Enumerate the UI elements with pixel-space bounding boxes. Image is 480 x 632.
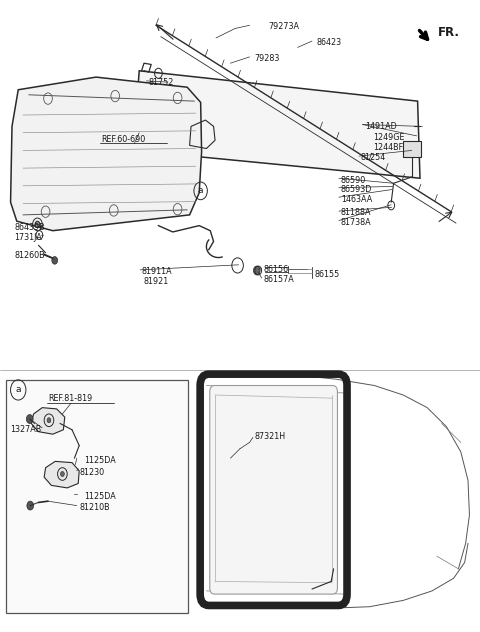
Text: a: a bbox=[15, 386, 21, 394]
Text: 79273A: 79273A bbox=[269, 22, 300, 31]
Text: 1731JA: 1731JA bbox=[14, 233, 42, 241]
Text: a: a bbox=[198, 186, 204, 195]
Text: 87321H: 87321H bbox=[254, 432, 286, 441]
Text: 1463AA: 1463AA bbox=[341, 195, 372, 204]
Text: 86439B: 86439B bbox=[14, 223, 45, 232]
Text: 79283: 79283 bbox=[254, 54, 280, 63]
Text: 1125DA: 1125DA bbox=[84, 492, 116, 501]
Bar bbox=[6, 380, 188, 613]
Text: 1249GE: 1249GE bbox=[373, 133, 405, 142]
Circle shape bbox=[35, 221, 40, 228]
Text: 81260B: 81260B bbox=[14, 251, 45, 260]
FancyBboxPatch shape bbox=[403, 141, 421, 157]
Text: 81230: 81230 bbox=[79, 468, 104, 477]
Text: 81921: 81921 bbox=[144, 277, 169, 286]
Text: 81911A: 81911A bbox=[142, 267, 172, 276]
Text: 81752: 81752 bbox=[149, 78, 174, 87]
Text: 1327AB: 1327AB bbox=[11, 425, 42, 434]
Text: 86157A: 86157A bbox=[263, 275, 294, 284]
Text: 81738A: 81738A bbox=[341, 218, 372, 227]
Text: 1491AD: 1491AD bbox=[365, 122, 396, 131]
Polygon shape bbox=[44, 461, 79, 488]
Text: REF.60-690: REF.60-690 bbox=[101, 135, 145, 143]
Text: 86155: 86155 bbox=[314, 270, 340, 279]
Text: 1125DA: 1125DA bbox=[84, 456, 116, 465]
Polygon shape bbox=[11, 77, 202, 231]
Text: 81254: 81254 bbox=[361, 154, 386, 162]
Text: 81210B: 81210B bbox=[79, 503, 110, 512]
Circle shape bbox=[253, 266, 260, 275]
Text: 86423: 86423 bbox=[317, 38, 342, 47]
Polygon shape bbox=[31, 408, 65, 434]
Text: REF.81-819: REF.81-819 bbox=[48, 394, 92, 403]
Circle shape bbox=[27, 501, 34, 510]
Circle shape bbox=[52, 257, 58, 264]
Polygon shape bbox=[133, 71, 420, 178]
Text: 86590: 86590 bbox=[341, 176, 366, 185]
Circle shape bbox=[26, 415, 33, 423]
Text: 81188A: 81188A bbox=[341, 209, 372, 217]
FancyBboxPatch shape bbox=[210, 386, 337, 594]
Text: 86156: 86156 bbox=[263, 265, 288, 274]
Text: FR.: FR. bbox=[438, 27, 460, 39]
Circle shape bbox=[60, 471, 64, 477]
Text: 86593D: 86593D bbox=[341, 185, 372, 194]
Circle shape bbox=[47, 418, 51, 423]
Text: 1244BF: 1244BF bbox=[373, 143, 404, 152]
